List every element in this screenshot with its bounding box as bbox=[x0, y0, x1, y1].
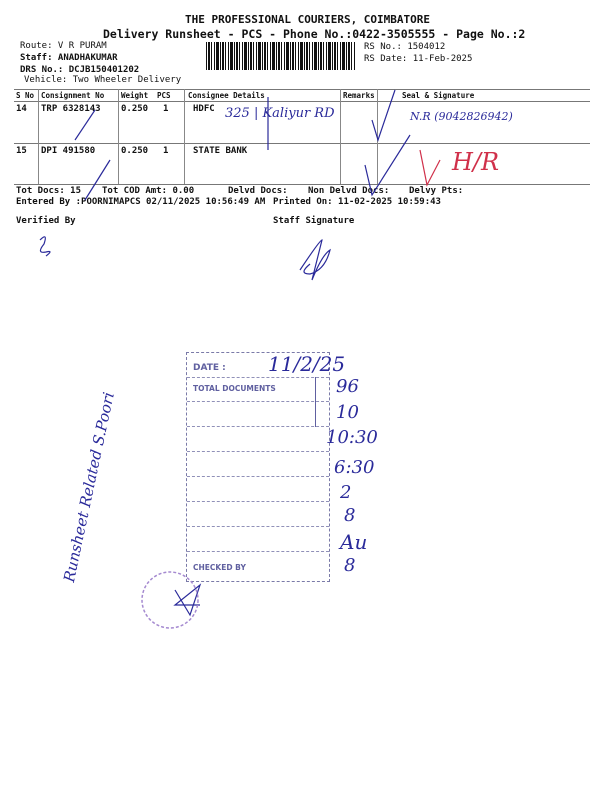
cell-sno: 14 bbox=[16, 104, 27, 114]
stamp-value: 10:30 bbox=[326, 427, 378, 448]
rs-no: RS No.: 1504012 bbox=[364, 42, 446, 52]
stamp-value: Au bbox=[340, 530, 368, 554]
cell-sno: 15 bbox=[16, 146, 27, 156]
verified-signature bbox=[39, 236, 51, 257]
tick-mark-red bbox=[419, 149, 441, 187]
route: Route: V R PURAM bbox=[20, 41, 107, 51]
tot-docs: Tot Docs: 15 bbox=[16, 186, 82, 196]
delvy-pts: Delvy Pts: bbox=[409, 186, 464, 196]
col-seal: Seal & Signature bbox=[402, 91, 475, 100]
handwritten-address: 325 | Kaliyur RD bbox=[225, 106, 335, 121]
stamp-total-docs-label: TOTAL DOCUMENTS bbox=[193, 384, 276, 393]
barcode bbox=[206, 42, 356, 70]
stamp-value: 10 bbox=[336, 402, 359, 423]
staff: Staff: ANADHAKUMAR bbox=[20, 53, 118, 63]
col-remarks: Remarks bbox=[343, 91, 375, 100]
stamp-signature bbox=[173, 583, 202, 617]
cell-pcs: 1 bbox=[163, 104, 169, 114]
stamp-value: 8 bbox=[344, 505, 356, 526]
stamp-checked-by: CHECKED BY bbox=[193, 563, 246, 572]
stamp-value: 6:30 bbox=[334, 457, 375, 478]
cell-pcs: 1 bbox=[163, 146, 169, 156]
non-delvd-docs: Non Delvd Docs: bbox=[308, 186, 390, 196]
handwritten-receiver: H/R bbox=[452, 148, 500, 176]
delvd-docs: Delvd Docs: bbox=[228, 186, 288, 196]
tick-mark bbox=[84, 159, 111, 201]
cell-consignee: STATE BANK bbox=[193, 146, 248, 156]
tick-mark bbox=[74, 109, 96, 141]
delivery-stamp: DATE : TOTAL DOCUMENTS CHECKED BY bbox=[186, 352, 330, 582]
cell-weight: 0.250 bbox=[121, 146, 149, 156]
stamp-value: 8 bbox=[344, 555, 356, 576]
handwritten-receiver: N.R (9042826942) bbox=[410, 110, 513, 123]
verified-by: Verified By bbox=[16, 216, 76, 226]
tick-mark bbox=[364, 134, 411, 197]
tick-mark bbox=[371, 89, 396, 142]
col-consignee: Consignee Details bbox=[188, 91, 265, 100]
cell-consignment: DPI 491580 bbox=[41, 146, 96, 156]
drs-no: DRS No.: DCJB150401202 bbox=[20, 65, 140, 75]
tot-cod: Tot COD Amt: 0.00 bbox=[102, 186, 195, 196]
rs-date: RS Date: 11-Feb-2025 bbox=[364, 54, 473, 64]
cell-consignee: HDFC bbox=[193, 104, 215, 114]
col-consignment: Consignment No bbox=[41, 91, 105, 100]
cell-consignment: TRP 6328143 bbox=[41, 104, 101, 114]
entered-by: Entered By :POORNIMAPCS 02/11/2025 10:56… bbox=[16, 197, 266, 207]
round-seal bbox=[141, 571, 199, 629]
stamp-value: 2 bbox=[340, 482, 352, 503]
col-sno: S No bbox=[16, 91, 35, 100]
staff-signature bbox=[299, 239, 331, 281]
cell-weight: 0.250 bbox=[121, 104, 149, 114]
stamp-date-value: 11/2/25 bbox=[268, 352, 346, 376]
stamp-date-label: DATE : bbox=[193, 363, 226, 373]
staff-signature-label: Staff Signature bbox=[273, 216, 355, 226]
printed-on: Printed On: 11-02-2025 10:59:43 bbox=[273, 197, 441, 207]
company-title: THE PROFESSIONAL COURIERS, COIMBATORE bbox=[185, 13, 431, 26]
col-pcs: PCS bbox=[157, 91, 171, 100]
runsheet-subtitle: Delivery Runsheet - PCS - Phone No.:0422… bbox=[103, 27, 526, 41]
vehicle: Vehicle: Two Wheeler Delivery bbox=[24, 75, 182, 85]
col-weight: Weight bbox=[121, 91, 149, 100]
stamp-value: 96 bbox=[336, 376, 359, 397]
